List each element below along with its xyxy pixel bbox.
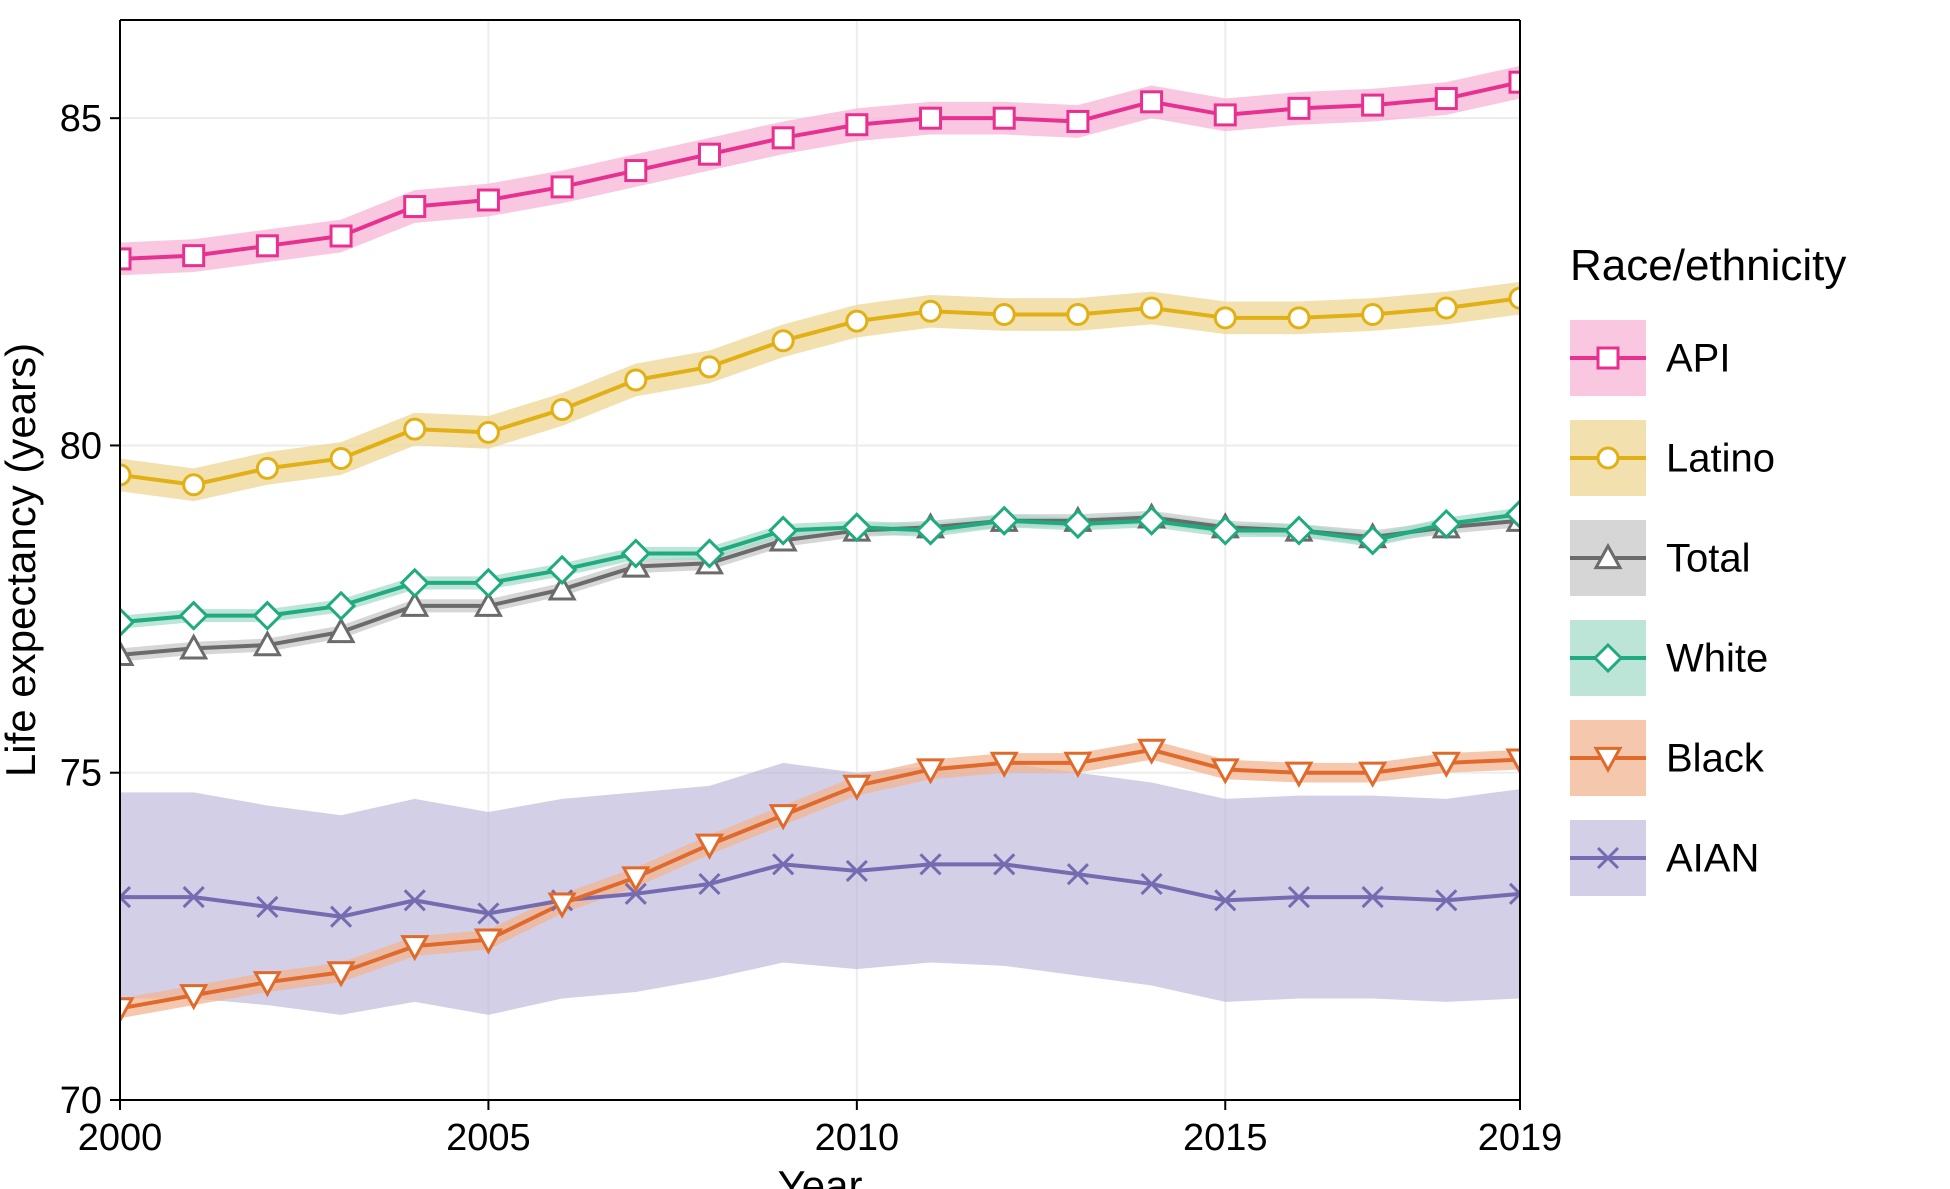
marker-latino — [184, 475, 204, 495]
marker-latino — [1215, 308, 1235, 328]
x-tick-label: 2010 — [815, 1117, 900, 1159]
legend-label: Latino — [1666, 437, 1775, 481]
x-tick-label: 2005 — [446, 1117, 531, 1159]
line-chart: 2000 2005 2010 2015 2019 70 75 80 85 Year Life exp… — [0, 0, 1950, 1189]
marker-api — [478, 190, 498, 210]
marker-api — [1068, 111, 1088, 131]
marker-api — [1363, 95, 1383, 115]
x-tick-label: 2015 — [1183, 1117, 1268, 1159]
legend-label: Total — [1666, 537, 1751, 581]
marker-api — [921, 108, 941, 128]
marker-latino — [773, 331, 793, 351]
x-axis-title: Year — [778, 1162, 863, 1189]
legend-label: Black — [1666, 737, 1765, 781]
marker-api — [994, 108, 1014, 128]
marker-latino — [921, 301, 941, 321]
legend-key-marker — [1598, 348, 1618, 368]
legend-label: AIAN — [1666, 837, 1759, 881]
legend-label: White — [1666, 637, 1768, 681]
marker-latino — [699, 357, 719, 377]
marker-api — [331, 226, 351, 246]
marker-api — [773, 128, 793, 148]
y-tick-label: 80 — [60, 425, 102, 467]
marker-latino — [626, 370, 646, 390]
legend-key-marker — [1598, 448, 1618, 468]
marker-api — [257, 236, 277, 256]
marker-api — [1436, 89, 1456, 109]
marker-latino — [1289, 308, 1309, 328]
y-tick-label: 70 — [60, 1080, 102, 1122]
marker-api — [699, 144, 719, 164]
x-tick-label: 2000 — [78, 1117, 163, 1159]
marker-api — [847, 115, 867, 135]
marker-latino — [1142, 298, 1162, 318]
marker-api — [552, 177, 572, 197]
chart-container: 2000 2005 2010 2015 2019 70 75 80 85 Year Life exp… — [0, 0, 1950, 1189]
marker-api — [405, 197, 425, 217]
marker-api — [1289, 98, 1309, 118]
marker-api — [1142, 92, 1162, 112]
x-tick-label: 2019 — [1478, 1117, 1563, 1159]
marker-latino — [478, 422, 498, 442]
marker-api — [626, 161, 646, 181]
marker-latino — [257, 458, 277, 478]
marker-latino — [405, 419, 425, 439]
y-axis-title: Life expectancy (years) — [0, 343, 44, 777]
y-tick-label: 75 — [60, 753, 102, 795]
marker-api — [1215, 105, 1235, 125]
marker-latino — [331, 449, 351, 469]
marker-latino — [1068, 305, 1088, 325]
marker-latino — [994, 305, 1014, 325]
y-tick-label: 85 — [60, 98, 102, 140]
marker-latino — [847, 311, 867, 331]
marker-latino — [552, 399, 572, 419]
marker-latino — [1436, 298, 1456, 318]
marker-api — [184, 246, 204, 266]
legend-title: Race/ethnicity — [1570, 241, 1846, 290]
marker-latino — [1363, 305, 1383, 325]
legend-label: API — [1666, 337, 1730, 381]
